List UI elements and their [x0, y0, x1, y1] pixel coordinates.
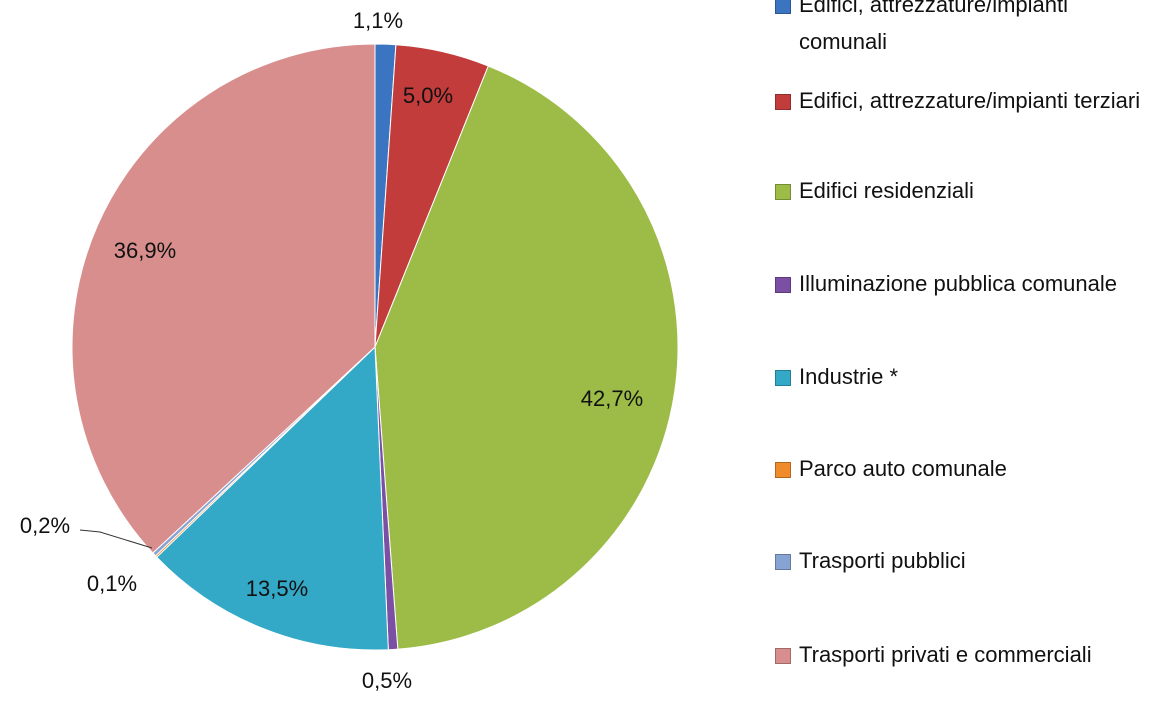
legend-label: Edifici, attrezzature/impianti comunali	[799, 0, 1068, 54]
leader-line	[79, 529, 153, 549]
legend-swatch	[775, 184, 791, 200]
legend-swatch	[775, 648, 791, 664]
legend-item: Edifici residenziali	[775, 172, 1155, 209]
pie-slice	[374, 65, 679, 650]
data-label: 0,5%	[362, 668, 412, 693]
pie-slice	[71, 43, 376, 554]
data-label: 42,7%	[581, 386, 643, 411]
legend-item: Edifici, attrezzature/impianti comunali	[775, 0, 1155, 60]
legend-item: Industrie *	[775, 358, 1155, 395]
legend-swatch	[775, 94, 791, 110]
legend-item: Illuminazione pubblica comunale	[775, 265, 1155, 302]
legend-item: Trasporti privati e commerciali	[775, 636, 1155, 673]
data-label: 13,5%	[246, 576, 308, 601]
legend-swatch	[775, 0, 791, 14]
legend-swatch	[775, 277, 791, 293]
legend-swatch	[775, 462, 791, 478]
legend-swatch	[775, 370, 791, 386]
legend-label: Edifici, attrezzature/impianti terziari	[799, 88, 1141, 113]
legend-label: Illuminazione pubblica comunale	[799, 271, 1117, 296]
legend-label: Trasporti privati e commerciali	[799, 642, 1092, 667]
pie-slice	[156, 345, 389, 651]
legend-swatch	[775, 554, 791, 570]
legend-item: Edifici, attrezzature/impianti terziari	[775, 82, 1155, 119]
data-label: 36,9%	[114, 238, 176, 263]
legend-item: Trasporti pubblici	[775, 542, 1155, 579]
data-label: 0,2%	[20, 513, 70, 538]
pie-area: 1,1% 5,0% 42,7% 0,5% 13,5% 0,1% 0,2% 36,9%	[20, 8, 679, 693]
legend-label: Trasporti pubblici	[799, 548, 966, 573]
legend-label: Edifici residenziali	[799, 178, 974, 203]
data-label: 5,0%	[403, 83, 453, 108]
legend-label: Parco auto comunale	[799, 456, 1007, 481]
data-label: 1,1%	[353, 8, 403, 33]
data-label: 0,1%	[87, 571, 137, 596]
legend-label: Industrie *	[799, 364, 899, 389]
legend-item: Parco auto comunale	[775, 450, 1155, 487]
